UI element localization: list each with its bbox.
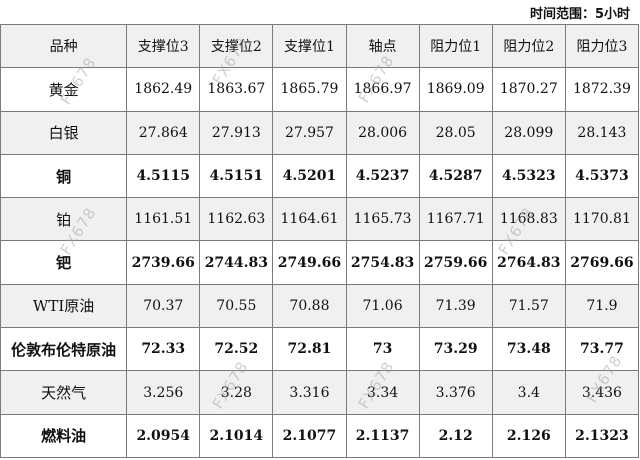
table-cell: 70.37 bbox=[126, 283, 201, 329]
table-cell: 71.39 bbox=[418, 283, 493, 329]
table-cell: 1872.39 bbox=[564, 67, 640, 112]
table-cell: 72.33 bbox=[126, 327, 201, 372]
table-cell: 70.88 bbox=[272, 283, 347, 329]
table-cell: 1863.67 bbox=[199, 67, 274, 112]
table-cell: 4.5373 bbox=[564, 153, 640, 199]
row-label: 铂 bbox=[0, 197, 128, 242]
table-cell: 73.77 bbox=[564, 327, 640, 372]
table-cell: 27.864 bbox=[126, 110, 201, 155]
table-cell: 2.1137 bbox=[345, 413, 420, 459]
table-cell: 3.4 bbox=[491, 370, 566, 415]
row-label: 钯 bbox=[0, 240, 128, 285]
table-cell: 2754.83 bbox=[345, 240, 420, 285]
table-cell: 71.9 bbox=[564, 283, 640, 329]
table-cell: 3.436 bbox=[564, 370, 640, 415]
table-cell: 73.29 bbox=[418, 327, 493, 372]
table-cell: 1168.83 bbox=[491, 197, 566, 242]
table-cell: 2.12 bbox=[418, 413, 493, 459]
table-cell: 1162.63 bbox=[199, 197, 274, 242]
table-row-copper: 铜 4.5115 4.5151 4.5201 4.5237 4.5287 4.5… bbox=[0, 153, 640, 199]
table-cell: 2.126 bbox=[491, 413, 566, 459]
table-cell: 2759.66 bbox=[418, 240, 493, 285]
pivot-levels-table: 品种 支撑位3 支撑位2 支撑位1 轴点 阻力位1 阻力位2 阻力位3 黄金 1… bbox=[0, 23, 640, 459]
header-resistance-1: 阻力位1 bbox=[418, 23, 493, 69]
row-label: 天然气 bbox=[0, 370, 128, 415]
table-row-palladium: 钯 2739.66 2744.83 2749.66 2754.83 2759.6… bbox=[0, 240, 640, 285]
table-cell: 71.06 bbox=[345, 283, 420, 329]
table-row-platinum: 铂 1161.51 1162.63 1164.61 1165.73 1167.7… bbox=[0, 197, 640, 242]
table-cell: 4.5237 bbox=[345, 153, 420, 199]
row-label: 白银 bbox=[0, 110, 128, 155]
header-support-1: 支撑位1 bbox=[272, 23, 347, 69]
table-cell: 2.1323 bbox=[564, 413, 640, 459]
table-cell: 27.957 bbox=[272, 110, 347, 155]
row-label: 燃料油 bbox=[0, 413, 128, 459]
table-cell: 72.81 bbox=[272, 327, 347, 372]
table-cell: 1865.79 bbox=[272, 67, 347, 112]
table-cell: 3.34 bbox=[345, 370, 420, 415]
row-label: 铜 bbox=[0, 153, 128, 199]
time-range-caption: 时间范围：5小时 bbox=[0, 0, 640, 24]
table-cell: 28.006 bbox=[345, 110, 420, 155]
table-cell: 3.316 bbox=[272, 370, 347, 415]
table-cell: 1869.09 bbox=[418, 67, 493, 112]
table-row-wti-crude: WTI原油 70.37 70.55 70.88 71.06 71.39 71.5… bbox=[0, 283, 640, 329]
table-cell: 1870.27 bbox=[491, 67, 566, 112]
table-cell: 4.5323 bbox=[491, 153, 566, 199]
table-row-silver: 白银 27.864 27.913 27.957 28.006 28.05 28.… bbox=[0, 110, 640, 155]
table-row-gold: 黄金 1862.49 1863.67 1865.79 1866.97 1869.… bbox=[0, 67, 640, 112]
header-support-2: 支撑位2 bbox=[199, 23, 274, 69]
table-cell: 28.05 bbox=[418, 110, 493, 155]
header-support-3: 支撑位3 bbox=[126, 23, 201, 69]
table-cell: 73 bbox=[345, 327, 420, 372]
table-cell: 71.57 bbox=[491, 283, 566, 329]
table-cell: 1170.81 bbox=[564, 197, 640, 242]
table-cell: 1164.61 bbox=[272, 197, 347, 242]
table-cell: 1167.71 bbox=[418, 197, 493, 242]
table-cell: 2769.66 bbox=[564, 240, 640, 285]
header-commodity: 品种 bbox=[0, 23, 128, 69]
table-cell: 4.5151 bbox=[199, 153, 274, 199]
row-label: 伦敦布伦特原油 bbox=[0, 327, 128, 372]
table-cell: 28.143 bbox=[564, 110, 640, 155]
row-label: 黄金 bbox=[0, 67, 128, 112]
header-resistance-2: 阻力位2 bbox=[491, 23, 566, 69]
table-cell: 2739.66 bbox=[126, 240, 201, 285]
table-header-row: 品种 支撑位3 支撑位2 支撑位1 轴点 阻力位1 阻力位2 阻力位3 bbox=[0, 23, 640, 69]
table-cell: 1862.49 bbox=[126, 67, 201, 112]
table-cell: 1161.51 bbox=[126, 197, 201, 242]
table-cell: 2749.66 bbox=[272, 240, 347, 285]
table-cell: 2764.83 bbox=[491, 240, 566, 285]
time-range-label: 时间范围：5小时 bbox=[529, 7, 630, 22]
table-cell: 4.5201 bbox=[272, 153, 347, 199]
table-cell: 2.1077 bbox=[272, 413, 347, 459]
table-cell: 28.099 bbox=[491, 110, 566, 155]
table-row-natural-gas: 天然气 3.256 3.28 3.316 3.34 3.376 3.4 3.43… bbox=[0, 370, 640, 415]
table-cell: 3.256 bbox=[126, 370, 201, 415]
table-cell: 72.52 bbox=[199, 327, 274, 372]
table-cell: 2.1014 bbox=[199, 413, 274, 459]
table-cell: 27.913 bbox=[199, 110, 274, 155]
table-row-fuel-oil: 燃料油 2.0954 2.1014 2.1077 2.1137 2.12 2.1… bbox=[0, 413, 640, 459]
table-cell: 4.5115 bbox=[126, 153, 201, 199]
table-cell: 4.5287 bbox=[418, 153, 493, 199]
table-cell: 3.376 bbox=[418, 370, 493, 415]
table-row-brent-crude: 伦敦布伦特原油 72.33 72.52 72.81 73 73.29 73.48… bbox=[0, 327, 640, 372]
header-resistance-3: 阻力位3 bbox=[564, 23, 640, 69]
table-cell: 70.55 bbox=[199, 283, 274, 329]
row-label: WTI原油 bbox=[0, 283, 128, 329]
table-cell: 1165.73 bbox=[345, 197, 420, 242]
table-cell: 3.28 bbox=[199, 370, 274, 415]
table-cell: 73.48 bbox=[491, 327, 566, 372]
table-cell: 2.0954 bbox=[126, 413, 201, 459]
table-cell: 2744.83 bbox=[199, 240, 274, 285]
header-pivot: 轴点 bbox=[345, 23, 420, 69]
table-cell: 1866.97 bbox=[345, 67, 420, 112]
